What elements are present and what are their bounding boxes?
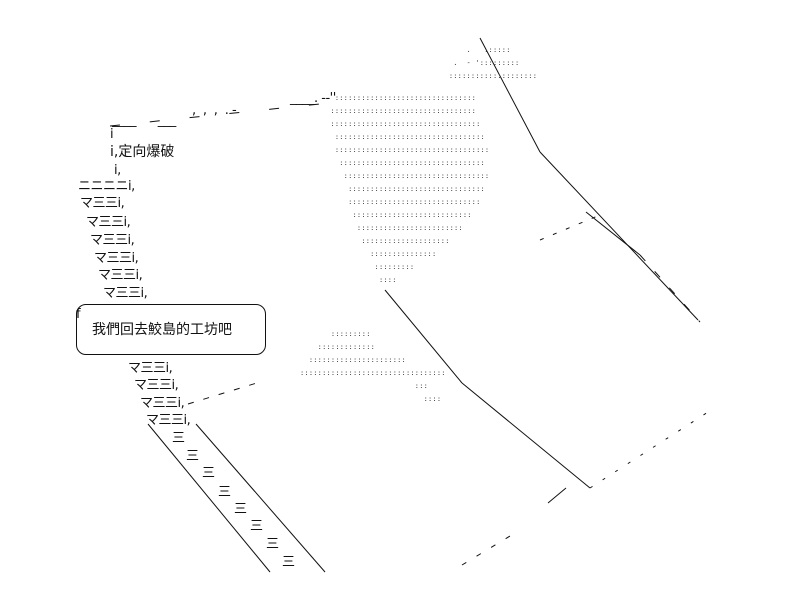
frame-left-mark: i, <box>114 163 121 178</box>
stair-line: マ三三i, <box>98 268 143 283</box>
frame-left-mark: i <box>110 127 114 142</box>
debris-line: 三 <box>234 502 247 517</box>
debris-line: 三 <box>218 485 231 500</box>
bubble-open-mark: f <box>76 307 81 322</box>
wall-edge-line <box>639 254 701 323</box>
floor-edge-line <box>547 487 567 504</box>
frame-mid-line <box>187 381 261 405</box>
debris-line: 三 <box>186 449 199 464</box>
frame-top-segment: ____ ___ <box>112 113 176 128</box>
stair-line: マ三三i, <box>90 233 135 248</box>
wall-edge-line <box>585 211 641 256</box>
dot-shading-area: ::::::::: ::::::::::::: ::::::::::::::::… <box>300 330 446 403</box>
frame-dash-line <box>539 214 601 241</box>
debris-line: 三 <box>250 519 263 534</box>
wall-edge-line <box>384 289 463 384</box>
debris-line: 三 <box>282 555 295 570</box>
dialogue-text: 我們回去鮫島的工坊吧 <box>92 322 232 338</box>
stair-line: ニニニニi, <box>78 179 135 194</box>
frame-top-segment: ____. -‐'' <box>290 91 336 106</box>
stair-line: マ三三i, <box>80 196 125 211</box>
stair-rail-line <box>147 423 271 573</box>
wall-edge-line <box>479 37 541 153</box>
wall-edge-line <box>539 151 699 321</box>
stair-line: マ三三i, <box>146 413 191 428</box>
frame-top-segment: , , , . - <box>192 103 237 118</box>
dot-shading-area: :::::::::::::::::::::::::::::::: :::::::… <box>330 94 490 284</box>
stair-line: マ三三i, <box>134 378 179 393</box>
stair-line: マ三三i, <box>128 361 173 376</box>
stair-line: マ三三i, <box>86 215 131 230</box>
caption-text: i,定向爆破 <box>110 144 175 160</box>
frame-bottom-line <box>461 529 521 566</box>
debris-line: 三 <box>172 431 185 446</box>
speech-bubble <box>76 304 266 355</box>
debris-line: 三 <box>202 466 215 481</box>
dot-shading-area: . .::::: . - '::::::::: ::::::::::::::::… <box>448 46 538 80</box>
wall-edge-line <box>589 411 709 489</box>
wall-edge-line <box>461 382 591 489</box>
stair-line: マ三三i, <box>94 251 139 266</box>
stair-line: マ三三i, <box>140 396 185 411</box>
stair-rail-line <box>195 423 326 573</box>
debris-line: 三 <box>266 537 279 552</box>
stair-line: マ三三i, <box>103 286 148 301</box>
